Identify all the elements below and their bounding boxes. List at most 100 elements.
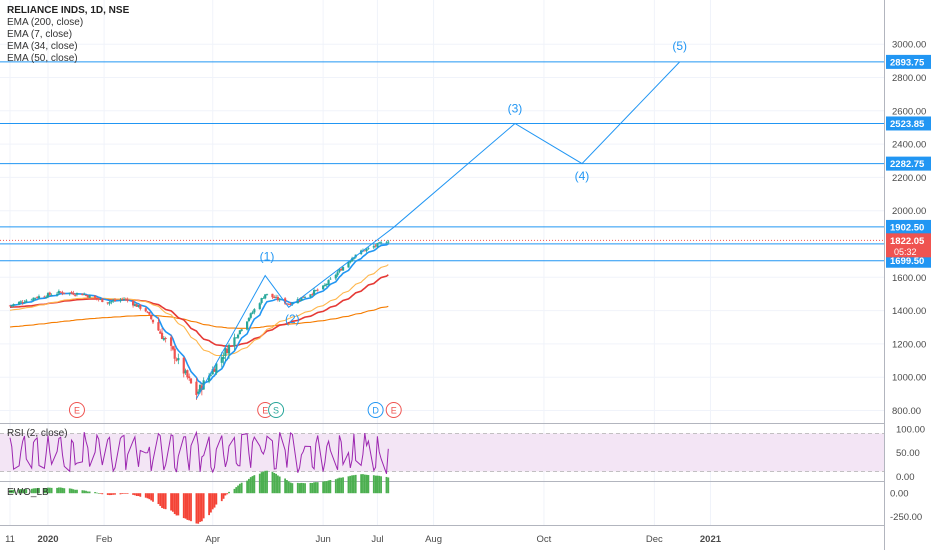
indicator-ema-7[interactable]: EMA (7, close)	[7, 29, 73, 40]
ewo-bar	[322, 481, 325, 494]
ewo-pane-label[interactable]: EWO_LB	[7, 487, 49, 498]
wave-projection-path	[195, 61, 681, 400]
ewo-bar	[47, 487, 49, 494]
candle	[21, 302, 24, 303]
candle	[233, 337, 236, 347]
candle	[291, 303, 294, 305]
candle	[84, 295, 88, 296]
candle	[314, 290, 317, 291]
ewo-bar	[287, 481, 290, 494]
ewo-bar	[372, 475, 375, 494]
candle	[338, 269, 341, 272]
time-tick-label: 11	[5, 534, 15, 545]
ewo-bar	[70, 488, 73, 494]
ewo-bar	[94, 492, 96, 494]
candle	[249, 313, 252, 318]
candle	[68, 292, 71, 294]
event-marker	[268, 402, 285, 418]
ewo-bar	[88, 491, 91, 494]
candle	[327, 280, 330, 285]
event-marker-label: E	[391, 406, 397, 416]
ewo-bar	[83, 490, 86, 494]
ewo-bar	[240, 482, 243, 494]
ewo-bar	[186, 493, 189, 520]
ewo-bar	[327, 480, 330, 494]
ewo-bar	[220, 493, 223, 502]
candle	[70, 292, 73, 294]
candle	[215, 363, 218, 374]
candle	[99, 299, 102, 300]
ewo-bar	[85, 490, 87, 494]
ewo-bar	[211, 493, 214, 510]
event-marker-label: S	[273, 406, 279, 416]
candle	[329, 278, 332, 280]
indicator-ema-200[interactable]: EMA (200, close)	[7, 17, 84, 28]
wave-label: (3)	[508, 101, 523, 115]
candle	[374, 245, 377, 247]
candle	[247, 318, 251, 321]
ewo-bar	[195, 493, 198, 524]
ewo-bar	[146, 493, 149, 499]
candle	[220, 357, 223, 363]
candle	[302, 296, 305, 298]
price-tick-label: 800.00	[892, 406, 921, 417]
ewo-bar	[228, 491, 230, 494]
ewo-bar	[34, 488, 37, 494]
candle	[113, 299, 117, 301]
ewo-bar	[286, 480, 288, 494]
ewo-bar	[314, 482, 317, 494]
level-price-tag	[886, 116, 931, 131]
level-price-tag	[886, 219, 931, 234]
time-axis: 11 2020 Feb Apr Jun Jul Aug Oct Dec 2021	[5, 534, 722, 545]
candle	[385, 242, 388, 244]
ewo-bar	[296, 482, 299, 494]
ewo-bar	[184, 493, 187, 519]
ewo-bar	[126, 493, 129, 494]
symbol-title: RELIANCE INDS, 1D, NSE	[7, 5, 130, 16]
ewo-bar	[12, 489, 15, 494]
price-tick-label: 1000.00	[892, 373, 926, 384]
level-price-label: 1902.50	[890, 222, 924, 233]
ewo-bar	[68, 488, 71, 494]
ewo-bar	[251, 476, 254, 494]
ewo-bar	[162, 493, 165, 509]
candle	[387, 241, 390, 243]
candle	[108, 302, 111, 304]
indicator-ema-50[interactable]: EMA (50, close)	[7, 53, 78, 64]
candle	[284, 298, 287, 304]
rsi-pane-label[interactable]: RSI (2, close)	[7, 428, 68, 439]
ewo-bar	[72, 489, 75, 494]
time-tick-label: Feb	[96, 534, 112, 545]
ewo-tick-label: 0.00	[890, 489, 909, 500]
ewo-bar	[170, 493, 172, 511]
event-marker-label: E	[74, 406, 80, 416]
event-marker	[367, 402, 384, 418]
ewo-bar	[36, 488, 39, 494]
candle	[200, 385, 203, 390]
candle	[169, 337, 173, 346]
candle	[83, 294, 86, 296]
candle	[363, 250, 366, 252]
ewo-bar	[161, 493, 163, 508]
candle	[10, 305, 13, 307]
ewo-bar	[275, 473, 277, 494]
candle	[148, 312, 151, 315]
candle	[265, 293, 269, 295]
candle	[19, 301, 22, 303]
last-price-label: 1822.05	[890, 236, 925, 247]
ewo-bar	[213, 493, 216, 508]
candle	[182, 357, 185, 374]
horizontal-levels	[0, 61, 884, 262]
candle	[260, 298, 263, 303]
indicator-ema-34[interactable]: EMA (34, close)	[7, 41, 78, 52]
ewo-bar	[298, 483, 301, 494]
candle	[144, 308, 147, 312]
ewo-bar	[316, 482, 319, 494]
candle	[74, 295, 77, 296]
candle	[198, 384, 202, 393]
ema-34-line	[9, 264, 389, 357]
ewo-bar	[278, 476, 281, 494]
ewo-bar	[112, 493, 115, 495]
